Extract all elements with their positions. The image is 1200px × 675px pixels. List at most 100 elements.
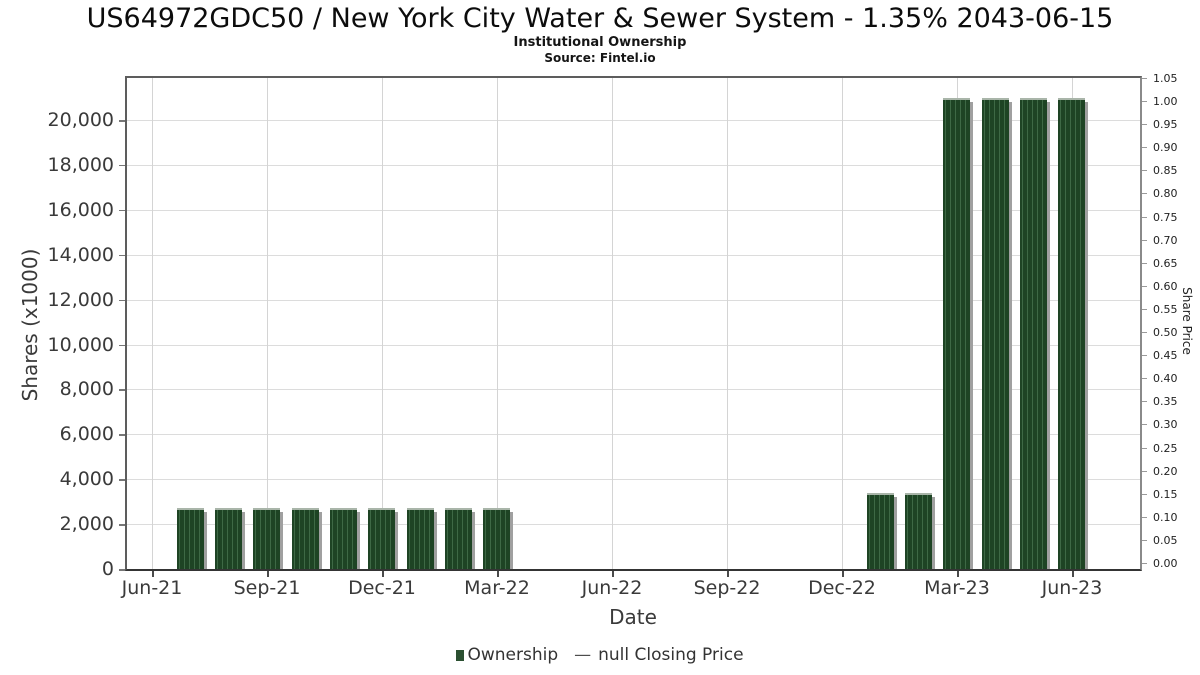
ownership-bar	[1020, 97, 1048, 569]
y-right-tick-label: 0.95	[1153, 118, 1178, 132]
y-right-tick-label: 1.00	[1153, 95, 1178, 108]
ownership-bar	[445, 507, 473, 569]
y-left-tick-mark	[119, 299, 125, 302]
ownership-bar	[176, 507, 204, 569]
y-right-tick-label: 0.35	[1153, 395, 1178, 409]
ownership-bar	[981, 97, 1009, 569]
y-right-tick-mark	[1142, 378, 1147, 380]
y-left-tick-mark	[119, 344, 125, 346]
x-tick-mark	[497, 571, 499, 577]
y-right-tick-label: 0.05	[1153, 533, 1178, 547]
y-left-tick-label: 16,000	[47, 198, 114, 221]
y-left-tick-label: 0	[101, 558, 114, 580]
y-right-tick-mark	[1142, 124, 1147, 126]
horizontal-gridline	[127, 299, 1140, 301]
y-right-tick-mark	[1142, 355, 1147, 357]
y-left-tick-mark	[119, 524, 125, 526]
plot-area	[125, 76, 1142, 571]
legend: Ownership — null Closing Price	[0, 645, 1200, 665]
x-tick-label: Dec-21	[348, 577, 416, 599]
y-right-tick-mark	[1142, 470, 1147, 472]
y-right-tick-mark	[1142, 401, 1147, 403]
x-tick-mark	[1072, 571, 1074, 577]
ownership-bar	[866, 492, 894, 569]
x-tick-label: Mar-23	[924, 577, 990, 599]
y-left-tick-mark	[119, 164, 125, 167]
y-right-tick-label: 0.40	[1153, 372, 1178, 386]
y-right-tick-mark	[1142, 170, 1147, 172]
ownership-bar	[291, 507, 319, 569]
y-left-tick-mark	[119, 434, 125, 436]
ownership-bar	[368, 507, 396, 569]
y-right-tick-label: 0.25	[1153, 441, 1178, 455]
closing-price-legend-dash-icon: —	[574, 645, 592, 665]
chart-title: US64972GDC50 / New York City Water & Sew…	[86, 3, 1114, 34]
x-tick-label: Jun-23	[1041, 577, 1103, 599]
y-right-tick-label: 0.80	[1153, 187, 1178, 201]
y-right-tick-label: 0.75	[1153, 210, 1178, 224]
y-left-tick-label: 6,000	[59, 423, 114, 446]
y-right-tick-mark	[1142, 493, 1147, 495]
y-left-tick-label: 14,000	[47, 243, 114, 266]
x-tick-label: Sep-21	[233, 577, 301, 599]
source-label: Source: Fintel.io	[544, 51, 656, 65]
y-right-tick-mark	[1142, 285, 1147, 287]
y-left-tick-mark	[119, 209, 125, 212]
horizontal-gridline	[127, 164, 1140, 166]
y-left-tick-label: 12,000	[47, 288, 114, 311]
vertical-gridline	[612, 78, 613, 569]
horizontal-gridline	[127, 389, 1140, 391]
x-tick-label: Sep-22	[693, 577, 761, 599]
y-left-tick-mark	[119, 569, 125, 571]
x-tick-label: Dec-22	[808, 577, 876, 599]
y-left-tick-mark	[119, 389, 125, 391]
y-left-tick-label: 18,000	[47, 153, 114, 176]
vertical-gridline	[267, 78, 268, 569]
x-axis-label: Date	[609, 605, 657, 629]
y-left-tick-label: 20,000	[47, 109, 114, 131]
y-right-tick-label: 0.30	[1153, 418, 1178, 432]
y-right-tick-label: 0.50	[1153, 326, 1178, 339]
y-right-tick-label: 0.65	[1153, 256, 1178, 270]
y-right-tick-mark	[1142, 101, 1147, 102]
y-right-tick-mark	[1142, 239, 1147, 241]
y-right-tick-mark	[1142, 262, 1147, 264]
chart-subtitle: Institutional Ownership	[513, 35, 687, 50]
y-right-tick-mark	[1142, 147, 1147, 149]
vertical-gridline	[152, 78, 153, 569]
y-left-tick-label: 4,000	[59, 468, 114, 491]
y-right-tick-mark	[1142, 308, 1147, 310]
x-tick-label: Jun-22	[581, 577, 643, 599]
x-tick-mark	[382, 571, 384, 577]
y-right-tick-mark	[1142, 77, 1147, 79]
x-tick-mark	[957, 571, 959, 577]
ownership-bar	[406, 507, 434, 569]
ownership-legend-marker-icon	[456, 649, 465, 661]
ownership-bar	[905, 492, 933, 569]
y-right-tick-mark	[1142, 332, 1147, 333]
y-right-tick-label: 0.00	[1153, 557, 1178, 570]
ownership-bar	[1058, 97, 1086, 569]
y-right-tick-mark	[1142, 563, 1147, 564]
ownership-bar	[943, 97, 971, 569]
y-left-tick-label: 2,000	[59, 513, 114, 536]
horizontal-gridline	[127, 344, 1140, 346]
y-right-tick-mark	[1142, 193, 1147, 195]
y-right-tick-mark	[1142, 516, 1147, 518]
y-right-tick-label: 0.15	[1153, 487, 1178, 501]
x-tick-label: Jun-21	[121, 577, 183, 599]
vertical-gridline	[497, 78, 498, 569]
horizontal-gridline	[127, 524, 1140, 526]
ownership-bar	[330, 507, 358, 569]
x-tick-mark	[267, 571, 269, 577]
x-tick-mark	[727, 571, 729, 577]
horizontal-gridline	[127, 209, 1140, 211]
x-tick-mark	[612, 571, 614, 577]
vertical-gridline	[727, 78, 728, 569]
y-right-tick-label: 0.45	[1153, 349, 1178, 363]
x-tick-mark	[842, 571, 844, 577]
y-right-tick-label: 1.05	[1153, 71, 1178, 85]
ownership-bar	[215, 507, 243, 569]
horizontal-gridline	[127, 434, 1140, 436]
